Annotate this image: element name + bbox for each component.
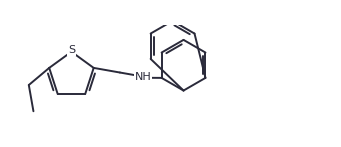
- Text: S: S: [68, 45, 75, 55]
- Text: NH: NH: [135, 72, 151, 82]
